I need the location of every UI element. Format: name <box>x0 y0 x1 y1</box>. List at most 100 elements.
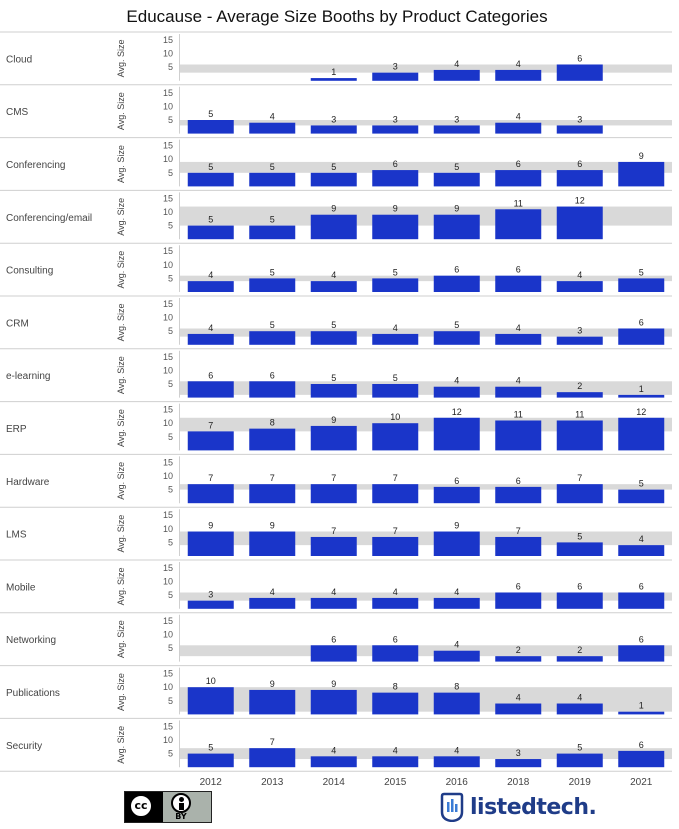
data-label: 7 <box>208 473 213 483</box>
data-label: 4 <box>577 693 582 703</box>
bar <box>495 592 542 609</box>
x-tick-label: 2018 <box>507 777 530 788</box>
y-tick-label: 5 <box>168 643 173 653</box>
y-tick-label: 15 <box>163 563 173 573</box>
data-label: 12 <box>452 407 462 417</box>
y-tick-label: 10 <box>163 682 173 692</box>
data-label: 2 <box>577 645 582 655</box>
data-label: 6 <box>639 740 644 750</box>
y-tick-label: 10 <box>163 365 173 375</box>
bar <box>556 656 603 662</box>
data-label: 7 <box>516 526 521 536</box>
attribution-icon <box>171 793 191 813</box>
y-axis-label: Avg. Size <box>116 726 126 764</box>
bar <box>249 225 296 240</box>
data-label: 12 <box>636 407 646 417</box>
bar <box>618 545 665 556</box>
bar <box>495 122 542 134</box>
x-tick-label: 2015 <box>384 777 407 788</box>
bar <box>556 125 603 134</box>
data-label: 6 <box>393 159 398 169</box>
data-label: 4 <box>516 59 521 69</box>
data-label: 6 <box>516 476 521 486</box>
y-axis-label: Avg. Size <box>116 303 126 341</box>
listedtech-logo[interactable]: listedtech. <box>440 790 597 824</box>
bar <box>556 484 603 504</box>
x-tick-label: 2012 <box>200 777 223 788</box>
bar <box>495 536 542 556</box>
y-tick-label: 15 <box>163 35 173 45</box>
reference-band <box>180 64 672 73</box>
row-label: CMS <box>6 107 29 118</box>
y-tick-label: 5 <box>168 326 173 336</box>
y-tick-label: 15 <box>163 721 173 731</box>
y-tick-label: 10 <box>163 313 173 323</box>
data-label: 9 <box>331 415 336 425</box>
data-label: 5 <box>393 373 398 383</box>
y-tick-label: 15 <box>163 88 173 98</box>
data-label: 6 <box>577 159 582 169</box>
data-label: 7 <box>393 473 398 483</box>
y-tick-label: 15 <box>163 299 173 309</box>
data-label: 3 <box>577 114 582 124</box>
reference-band <box>180 748 672 760</box>
data-label: 4 <box>454 640 459 650</box>
y-tick-label: 5 <box>168 115 173 125</box>
y-tick-label: 5 <box>168 696 173 706</box>
data-label: 6 <box>639 634 644 644</box>
bar <box>618 489 665 504</box>
bar <box>495 170 542 187</box>
data-label: 9 <box>454 204 459 214</box>
x-tick-label: 2021 <box>630 777 653 788</box>
bar <box>310 384 357 398</box>
panel-cms: CMS Avg. Size 5 10 15 5 4 3 3 3 4 3 <box>0 84 672 134</box>
data-label: 5 <box>639 479 644 489</box>
bar <box>495 420 542 451</box>
x-tick-label: 2013 <box>261 777 284 788</box>
data-label: 4 <box>516 323 521 333</box>
y-tick-label: 15 <box>163 193 173 203</box>
data-label: 7 <box>270 473 275 483</box>
data-label: 4 <box>270 112 275 122</box>
data-label: 5 <box>393 267 398 277</box>
bar <box>249 172 296 187</box>
bar <box>310 172 357 187</box>
data-label: 11 <box>514 409 523 419</box>
panel-networking: Networking Avg. Size 5 10 15 6 6 4 2 2 6 <box>0 612 672 662</box>
y-tick-label: 15 <box>163 141 173 151</box>
bar <box>310 597 357 609</box>
panel-erp: ERP Avg. Size 5 10 15 7 8 9 10 12 11 11 12 <box>0 401 672 451</box>
y-tick-label: 10 <box>163 418 173 428</box>
bar <box>556 336 603 345</box>
bar <box>495 386 542 398</box>
row-label: Mobile <box>6 582 36 593</box>
bar <box>187 333 234 345</box>
data-label: 3 <box>516 748 521 758</box>
bar <box>187 753 234 768</box>
panel-e-learning: e-learning Avg. Size 5 10 15 6 6 5 5 4 4 2 1 <box>0 348 672 398</box>
row-label: Conferencing/email <box>6 213 92 224</box>
bar <box>310 281 357 292</box>
chart-title: Educause - Average Size Booths by Produc… <box>126 7 547 26</box>
data-label: 6 <box>393 634 398 644</box>
bar <box>618 592 665 609</box>
data-label: 9 <box>270 521 275 531</box>
data-label: 4 <box>270 587 275 597</box>
data-label: 4 <box>454 59 459 69</box>
y-axis-label: Avg. Size <box>116 409 126 447</box>
row-label: LMS <box>6 530 27 541</box>
y-tick-label: 15 <box>163 669 173 679</box>
bar <box>556 703 603 715</box>
y-axis-label: Avg. Size <box>116 673 126 711</box>
cc-icon: cc <box>129 794 153 818</box>
bar <box>556 420 603 451</box>
panel-consulting: Consulting Avg. Size 5 10 15 4 5 4 5 6 6 4 5 <box>0 242 672 292</box>
y-tick-label: 10 <box>163 629 173 639</box>
data-label: 5 <box>208 215 213 225</box>
row-label: e-learning <box>6 371 50 382</box>
reference-band <box>180 531 672 546</box>
creative-commons-badge[interactable]: cc BY <box>124 791 212 823</box>
reference-band <box>180 275 672 282</box>
bar <box>372 484 419 504</box>
bar <box>310 425 357 451</box>
